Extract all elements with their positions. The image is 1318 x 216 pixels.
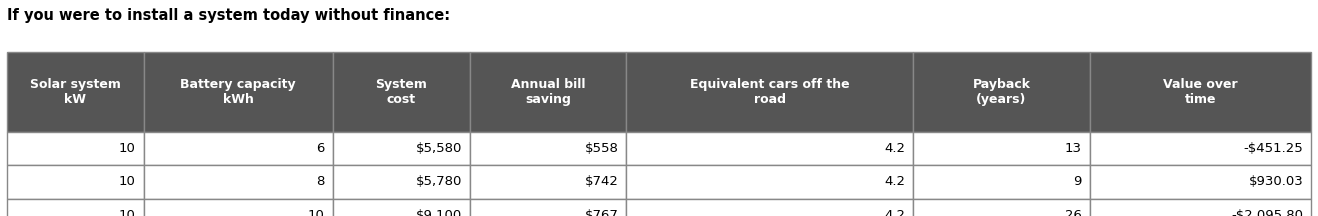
Bar — [913, 165, 1090, 199]
Bar — [7, 165, 144, 199]
Text: $9,100: $9,100 — [415, 209, 461, 216]
Text: 4.2: 4.2 — [884, 209, 905, 216]
Bar — [144, 52, 332, 132]
Text: Solar system
kW: Solar system kW — [30, 78, 120, 106]
Text: Equivalent cars off the
road: Equivalent cars off the road — [691, 78, 850, 106]
Text: $767: $767 — [585, 209, 618, 216]
Text: 10: 10 — [308, 209, 324, 216]
Bar — [469, 52, 626, 132]
Text: $742: $742 — [585, 175, 618, 189]
Text: 13: 13 — [1065, 142, 1082, 155]
Text: 26: 26 — [1065, 209, 1082, 216]
Bar — [144, 199, 332, 216]
Bar — [626, 165, 913, 199]
Text: -$451.25: -$451.25 — [1244, 142, 1304, 155]
Text: 9: 9 — [1073, 175, 1082, 189]
Bar — [469, 165, 626, 199]
Bar — [1090, 132, 1311, 165]
Bar — [1090, 165, 1311, 199]
Bar — [913, 132, 1090, 165]
Bar — [7, 52, 144, 132]
Text: $5,580: $5,580 — [415, 142, 461, 155]
Bar — [332, 52, 469, 132]
Bar — [913, 52, 1090, 132]
Bar — [469, 132, 626, 165]
Bar — [626, 199, 913, 216]
Text: If you were to install a system today without finance:: If you were to install a system today wi… — [7, 8, 449, 23]
Text: 10: 10 — [119, 175, 136, 189]
Text: Battery capacity
kWh: Battery capacity kWh — [181, 78, 297, 106]
Bar — [144, 132, 332, 165]
Text: 10: 10 — [119, 209, 136, 216]
Bar — [469, 199, 626, 216]
Text: 8: 8 — [316, 175, 324, 189]
Bar — [913, 199, 1090, 216]
Bar — [7, 132, 144, 165]
Text: $558: $558 — [585, 142, 618, 155]
Bar — [332, 199, 469, 216]
Bar — [626, 132, 913, 165]
Text: $930.03: $930.03 — [1248, 175, 1304, 189]
Text: Payback
(years): Payback (years) — [973, 78, 1031, 106]
Text: 6: 6 — [316, 142, 324, 155]
Bar — [144, 165, 332, 199]
Bar — [332, 165, 469, 199]
Text: Annual bill
saving: Annual bill saving — [511, 78, 585, 106]
Bar — [7, 199, 144, 216]
Text: Value over
time: Value over time — [1164, 78, 1238, 106]
Bar — [626, 52, 913, 132]
Bar — [1090, 52, 1311, 132]
Bar — [1090, 199, 1311, 216]
Text: System
cost: System cost — [376, 78, 427, 106]
Text: $5,780: $5,780 — [415, 175, 461, 189]
Text: 4.2: 4.2 — [884, 142, 905, 155]
Text: -$2,095.80: -$2,095.80 — [1231, 209, 1304, 216]
Text: 10: 10 — [119, 142, 136, 155]
Text: 4.2: 4.2 — [884, 175, 905, 189]
Bar — [332, 132, 469, 165]
